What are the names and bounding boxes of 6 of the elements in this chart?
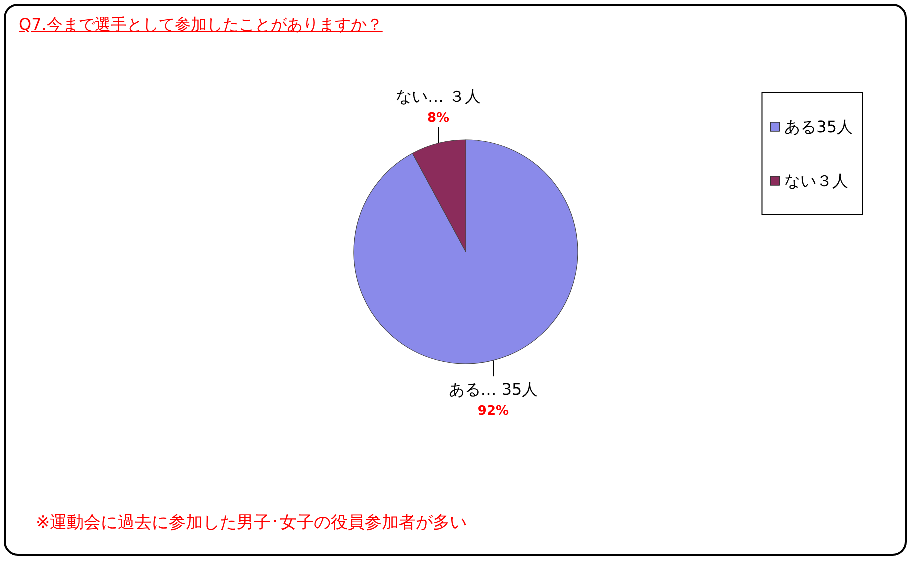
data-label: ない… ３人 8%	[396, 86, 482, 126]
data-label: ある… 35人 92%	[448, 380, 538, 420]
text: Q7.今まで選手として参加したことがありますか？	[19, 15, 383, 36]
text: ※運動会に過去に参加した男子･女子の役員参加者が多い	[36, 512, 468, 534]
legend-label: ある35人	[784, 118, 853, 136]
legend-label: ない３人	[784, 172, 849, 190]
